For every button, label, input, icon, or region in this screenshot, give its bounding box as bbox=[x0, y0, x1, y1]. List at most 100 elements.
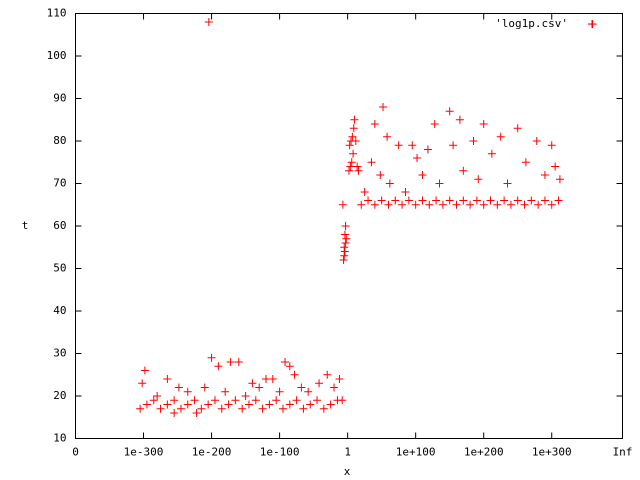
point bbox=[520, 200, 529, 209]
point bbox=[275, 387, 284, 396]
point bbox=[404, 196, 413, 205]
point bbox=[398, 200, 407, 209]
y-tick-label: 80 bbox=[53, 134, 66, 147]
point bbox=[383, 132, 392, 141]
point bbox=[197, 404, 206, 413]
y-tick-label: 90 bbox=[53, 92, 66, 105]
point bbox=[340, 243, 349, 252]
point bbox=[231, 396, 240, 405]
point bbox=[136, 404, 145, 413]
point bbox=[326, 400, 335, 409]
point bbox=[306, 400, 315, 409]
point bbox=[163, 375, 172, 383]
point bbox=[292, 396, 301, 405]
point bbox=[200, 383, 209, 392]
point bbox=[248, 379, 257, 388]
point bbox=[265, 400, 274, 409]
point bbox=[345, 166, 353, 175]
point bbox=[408, 141, 417, 150]
point bbox=[255, 383, 264, 392]
point bbox=[384, 200, 393, 209]
point bbox=[385, 179, 394, 188]
point bbox=[163, 400, 172, 409]
point bbox=[349, 149, 358, 158]
point bbox=[304, 387, 313, 396]
x-axis-label: x bbox=[344, 465, 351, 478]
point bbox=[527, 196, 536, 205]
point bbox=[474, 175, 483, 184]
point bbox=[313, 396, 322, 405]
point bbox=[445, 196, 454, 205]
x-tick-label: 1e+200 bbox=[464, 446, 504, 459]
point bbox=[540, 196, 549, 205]
point bbox=[319, 404, 328, 413]
y-tick-label: 10 bbox=[53, 432, 66, 445]
point bbox=[210, 396, 219, 405]
point bbox=[469, 137, 478, 145]
point bbox=[204, 400, 213, 409]
point bbox=[207, 353, 216, 362]
point bbox=[472, 196, 481, 205]
point bbox=[413, 154, 422, 162]
point bbox=[348, 132, 357, 141]
point bbox=[391, 196, 400, 205]
point bbox=[540, 171, 549, 179]
point bbox=[214, 362, 223, 371]
point bbox=[261, 375, 270, 383]
x-tick-label: 1e+300 bbox=[532, 446, 572, 459]
point bbox=[272, 396, 281, 405]
point bbox=[425, 200, 434, 209]
point bbox=[234, 358, 243, 366]
point bbox=[438, 200, 447, 209]
y-tick-label: 60 bbox=[53, 219, 66, 232]
point bbox=[360, 188, 369, 196]
point bbox=[521, 158, 530, 167]
y-tick-label: 70 bbox=[53, 177, 66, 190]
point bbox=[347, 158, 356, 167]
point bbox=[183, 387, 192, 396]
point bbox=[285, 400, 294, 409]
point bbox=[340, 247, 349, 256]
point bbox=[588, 20, 597, 29]
y-tick-label: 20 bbox=[53, 389, 66, 402]
point bbox=[290, 370, 299, 379]
point bbox=[268, 375, 277, 383]
point bbox=[459, 166, 468, 175]
point bbox=[503, 179, 512, 188]
point bbox=[547, 141, 556, 150]
point bbox=[176, 404, 185, 413]
point bbox=[345, 141, 354, 150]
point bbox=[342, 234, 351, 243]
point bbox=[251, 396, 260, 405]
x-tick-label: 1e+100 bbox=[396, 446, 436, 459]
point bbox=[394, 141, 403, 150]
point bbox=[423, 145, 432, 154]
point bbox=[353, 162, 362, 171]
x-tick-label: 1e-300 bbox=[124, 446, 164, 459]
point bbox=[138, 379, 147, 388]
point bbox=[445, 107, 454, 116]
point bbox=[418, 171, 427, 179]
point bbox=[226, 358, 235, 366]
point bbox=[258, 404, 267, 413]
point bbox=[486, 196, 495, 205]
point bbox=[551, 162, 560, 171]
point bbox=[452, 200, 461, 209]
point bbox=[346, 162, 355, 171]
point bbox=[430, 120, 439, 128]
y-tick-label: 30 bbox=[53, 347, 66, 360]
y-axis-label: t bbox=[22, 219, 29, 232]
point bbox=[183, 400, 192, 409]
point bbox=[221, 387, 230, 396]
y-tick-label: 100 bbox=[47, 49, 67, 62]
point bbox=[364, 196, 373, 205]
point bbox=[297, 383, 306, 392]
point bbox=[204, 18, 213, 26]
x-tick-label: Inf bbox=[613, 446, 633, 459]
y-tick-label: 110 bbox=[47, 7, 67, 20]
point bbox=[192, 409, 201, 417]
point bbox=[341, 239, 350, 247]
legend-label: 'log1p.csv' bbox=[495, 17, 568, 30]
